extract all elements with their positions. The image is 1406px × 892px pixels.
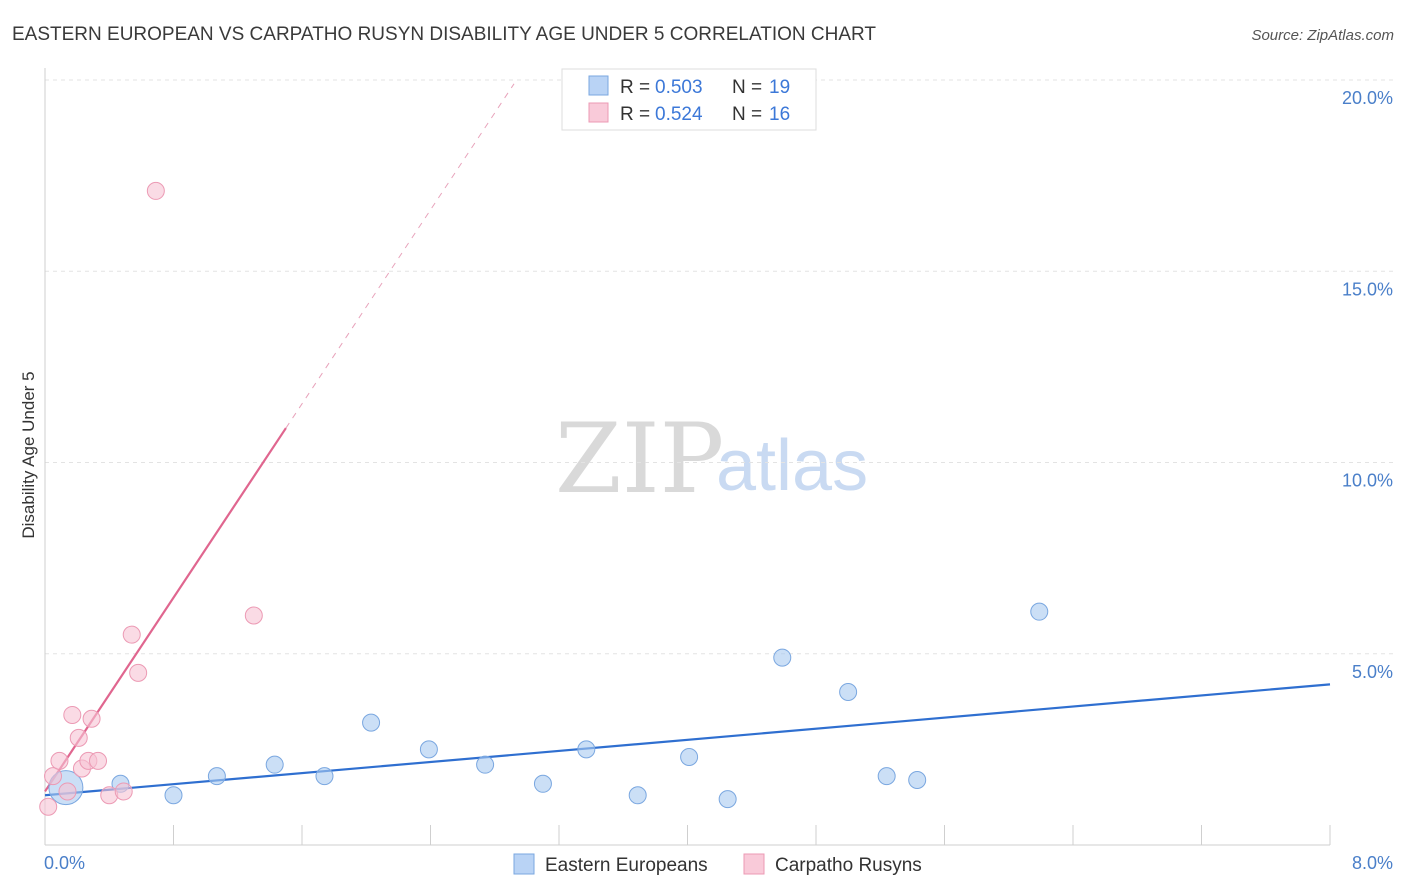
point-s0-5 [315,767,334,786]
point-s1-15 [244,606,263,625]
y-tick-label-2: 15.0% [1342,279,1393,299]
trend-lines [44,83,1331,797]
point-s0-7 [419,740,438,759]
legend-n-label-2: N = [732,104,762,125]
point-s1-8 [82,709,101,728]
x-tick-labels: 0.0% 8.0% [44,853,1393,873]
series-legend: Eastern Europeans Carpatho Rusyns [513,853,922,876]
point-s0-9 [533,774,552,793]
point-s0-6 [362,713,381,732]
series-legend-label-rusyn: Carpatho Rusyns [775,855,922,876]
point-s0-12 [680,748,699,767]
point-s0-14 [773,648,792,667]
legend-n-value-1: 19 [769,77,790,98]
data-points [39,181,1049,816]
x-tick-label-1: 8.0% [1352,853,1393,873]
legend-r-value-2: 0.524 [655,104,703,125]
series-legend-swatch-rusyn [743,853,765,875]
point-s1-0 [39,797,58,816]
point-s0-13 [718,790,737,809]
y-axis-label: Disability Age Under 5 [19,371,38,538]
source-label: Source: ZipAtlas.com [1251,27,1394,44]
point-s1-9 [89,751,108,770]
point-s0-4 [265,755,284,774]
stats-legend: R = 0.503 N = 19 R = 0.524 N = 16 [561,68,817,131]
point-s1-4 [63,705,82,724]
point-s1-5 [69,728,88,747]
point-s0-3 [207,767,226,786]
trend-line-0 [44,683,1331,797]
x-tick-label-0: 0.0% [44,853,85,873]
y-tick-labels: 5.0% 10.0% 15.0% 20.0% [1342,88,1393,682]
point-s0-16 [877,767,896,786]
point-s1-11 [114,782,133,801]
trend-line-extension-1 [285,83,515,429]
legend-r-label-1: R = [620,77,650,98]
point-s1-2 [50,751,69,770]
legend-n-label-1: N = [732,77,762,98]
point-s1-12 [122,625,141,644]
watermark: ZIP atlas [555,403,868,515]
y-tick-label-3: 20.0% [1342,88,1393,108]
chart-title: EASTERN EUROPEAN VS CARPATHO RUSYN DISAB… [12,24,876,45]
point-s0-2 [164,786,183,805]
point-s0-8 [476,755,495,774]
legend-swatch-eastern [588,75,609,96]
point-s0-11 [628,786,647,805]
point-s1-13 [129,663,148,682]
watermark-zip: ZIP [555,403,724,515]
legend-r-label-2: R = [620,104,650,125]
point-s0-17 [908,770,927,789]
series-legend-label-eastern: Eastern Europeans [545,855,708,876]
trend-line-1 [44,427,287,793]
point-s1-1 [44,767,63,786]
legend-n-value-2: 16 [769,104,790,125]
y-tick-label-1: 10.0% [1342,471,1393,491]
point-s0-15 [839,683,858,701]
point-s1-14 [146,181,165,200]
legend-r-value-1: 0.503 [655,77,703,98]
x-axis-ticks [44,825,1331,845]
series-legend-swatch-eastern [513,853,535,875]
point-s0-18 [1030,602,1049,621]
point-s0-10 [577,740,596,759]
legend-swatch-rusyn [588,102,609,123]
y-tick-label-0: 5.0% [1352,662,1393,682]
point-s1-3 [58,782,77,801]
watermark-atlas: atlas [716,426,868,506]
